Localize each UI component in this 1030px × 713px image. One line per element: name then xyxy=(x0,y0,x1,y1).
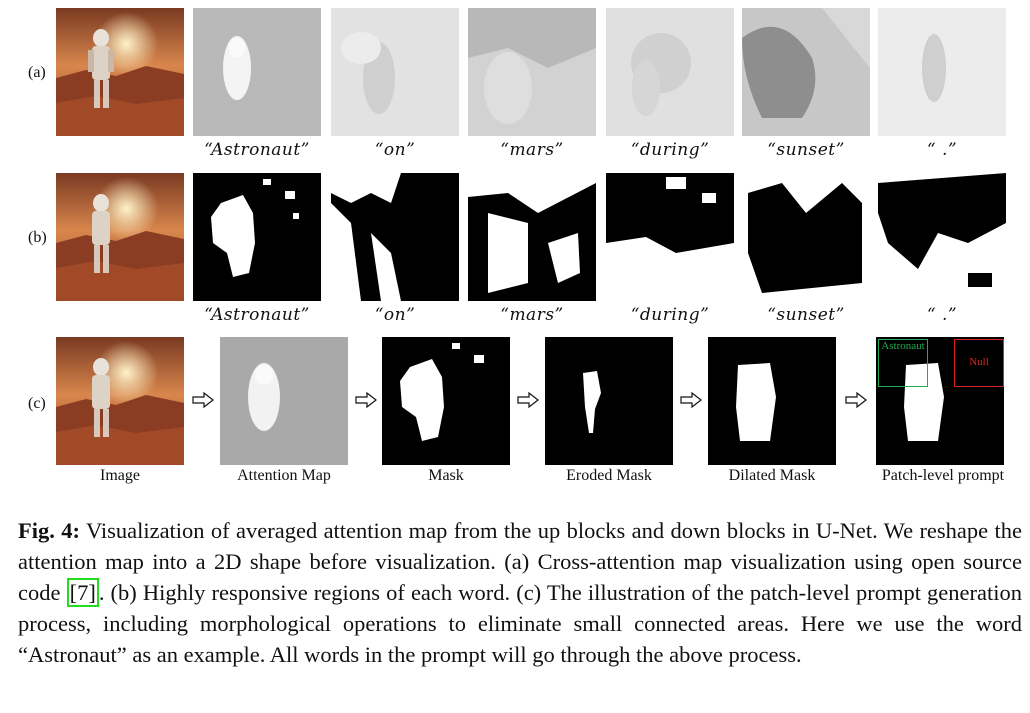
row-label-a: (a) xyxy=(28,64,46,81)
patch-box-astronaut: Astronaut xyxy=(878,339,928,387)
word-label-a-period: “ .” xyxy=(926,140,958,160)
word-label-b-on: “on” xyxy=(374,305,416,325)
pipeline-label-patch-prompt: Patch-level prompt xyxy=(881,467,1005,484)
word-label-a-sunset: “sunset” xyxy=(767,140,845,160)
figure-caption: Fig. 4: Visualization of averaged attent… xyxy=(18,515,1022,670)
caption-label: Fig. 4: xyxy=(18,518,80,543)
mask-astronaut xyxy=(193,173,321,301)
pipeline-label-attention-map: Attention Map xyxy=(237,467,331,484)
pipeline-label-image: Image xyxy=(100,467,140,484)
patch-box-null: Null xyxy=(954,339,1004,387)
attention-map-during xyxy=(606,8,734,136)
attention-map-sunset xyxy=(742,8,870,136)
word-label-a-mars: “mars” xyxy=(500,140,564,160)
pipeline-patch-prompt: Astronaut Null xyxy=(876,337,1004,465)
mask-on xyxy=(331,173,459,301)
row-label-b: (b) xyxy=(28,229,47,246)
word-label-b-mars: “mars” xyxy=(500,305,564,325)
mask-mars xyxy=(468,173,596,301)
pipeline-attention-map xyxy=(220,337,348,465)
arrow-right-icon xyxy=(192,392,214,408)
pipeline-label-eroded-mask: Eroded Mask xyxy=(566,467,652,484)
astronaut-photo-a xyxy=(56,8,184,136)
word-label-b-astronaut: “Astronaut” xyxy=(204,305,310,325)
mask-sunset xyxy=(742,173,870,301)
arrow-right-icon xyxy=(517,392,539,408)
pipeline-label-dilated-mask: Dilated Mask xyxy=(728,467,816,484)
astronaut-photo-b xyxy=(56,173,184,301)
attention-map-astronaut xyxy=(193,8,321,136)
arrow-right-icon xyxy=(355,392,377,408)
citation-link[interactable]: [7] xyxy=(66,578,99,607)
attention-map-period xyxy=(878,8,1006,136)
word-label-b-period: “ .” xyxy=(926,305,958,325)
word-label-a-on: “on” xyxy=(374,140,416,160)
attention-map-on xyxy=(331,8,459,136)
pipeline-eroded-mask xyxy=(545,337,673,465)
pipeline-dilated-mask xyxy=(708,337,836,465)
word-label-a-astronaut: “Astronaut” xyxy=(204,140,310,160)
word-label-a-during: “during” xyxy=(630,140,710,160)
caption-text-2: . (b) Highly responsive regions of each … xyxy=(18,580,1022,667)
mask-period xyxy=(878,173,1006,301)
word-label-b-during: “during” xyxy=(630,305,710,325)
word-label-b-sunset: “sunset” xyxy=(767,305,845,325)
pipeline-mask xyxy=(382,337,510,465)
mask-during xyxy=(606,173,734,301)
row-label-c: (c) xyxy=(28,395,46,412)
pipeline-label-mask: Mask xyxy=(428,467,464,484)
astronaut-photo-c xyxy=(56,337,184,465)
arrow-right-icon xyxy=(845,392,867,408)
arrow-right-icon xyxy=(680,392,702,408)
attention-map-mars xyxy=(468,8,596,136)
caption-text-1: Visualization of averaged attention map … xyxy=(18,518,1022,605)
